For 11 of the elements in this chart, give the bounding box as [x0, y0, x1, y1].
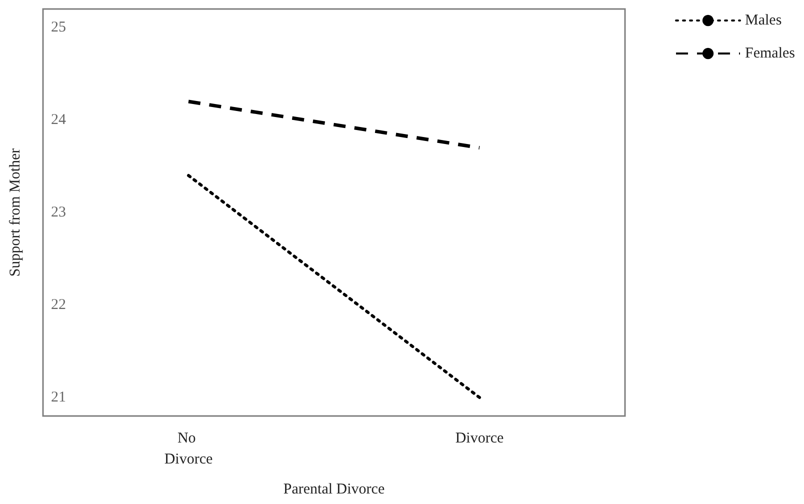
y-axis-title: Support from Mother — [8, 148, 24, 277]
y-tick-label: 25 — [51, 20, 66, 36]
y-tick-label: 22 — [51, 297, 66, 313]
y-tick-label: 21 — [51, 390, 66, 406]
x-axis-title: Parental Divorce — [283, 482, 385, 498]
x-tick-label: No Divorce — [164, 430, 213, 468]
legend-label: Females — [745, 46, 796, 62]
x-tick-label: Divorce — [455, 430, 504, 446]
y-tick-label: 24 — [51, 112, 66, 128]
legend-label: Males — [745, 12, 782, 28]
y-tick-label: 23 — [51, 204, 66, 220]
